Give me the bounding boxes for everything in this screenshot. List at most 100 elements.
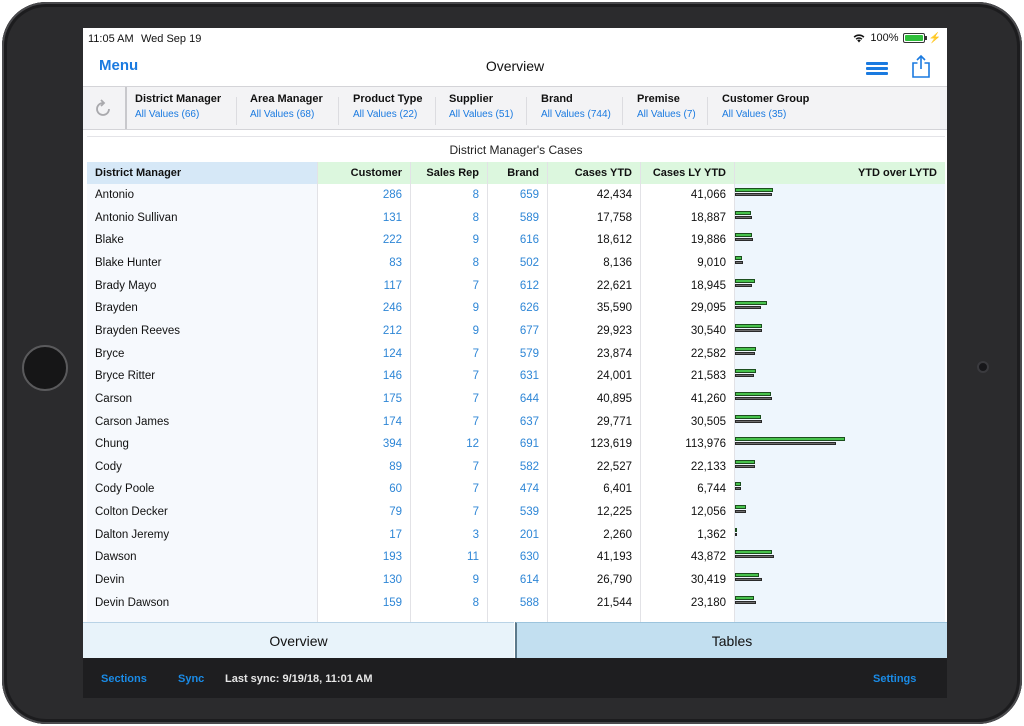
table-row[interactable]: Cody 89 7 582 22,527 22,133 [87,456,945,479]
table-row[interactable]: Devin 130 9 614 26,790 30,419 [87,569,945,592]
cell-customer[interactable]: 124 [382,347,402,360]
cell-customer[interactable]: 146 [382,370,402,383]
cell-brand[interactable]: 588 [519,596,539,609]
header-brand[interactable]: Brand [487,162,547,184]
cell-sales-rep[interactable]: 8 [472,189,479,201]
menu-button[interactable]: Menu [99,57,139,74]
cell-customer[interactable]: 17 [389,528,402,541]
cell-brand[interactable]: 612 [519,279,539,292]
cell-brand[interactable]: 474 [519,483,539,496]
hamburger-icon[interactable] [866,62,888,76]
table-row[interactable]: Carson 175 7 644 40,895 41,260 [87,388,945,411]
header-customer[interactable]: Customer [317,162,410,184]
cell-sales-rep[interactable]: 8 [472,256,479,269]
filter-customer-group[interactable]: Customer Group All Values (35) [722,93,809,120]
cell-brand[interactable]: 539 [519,506,539,519]
cell-sales-rep[interactable]: 7 [472,347,479,360]
table-row[interactable]: Devin Dawson 159 8 588 21,544 23,180 [87,592,945,615]
share-icon[interactable] [911,54,931,78]
cell-brand[interactable]: 502 [519,256,539,269]
sections-button[interactable]: Sections [101,673,147,685]
cell-customer[interactable]: 193 [382,551,402,564]
cell-brand[interactable]: 631 [519,370,539,383]
settings-button[interactable]: Settings [873,673,917,685]
cell-sales-rep[interactable]: 8 [472,596,479,609]
header-district-manager[interactable]: District Manager [87,162,317,184]
filter-supplier[interactable]: Supplier All Values (51) [449,93,513,120]
cell-customer[interactable]: 131 [382,211,402,224]
cell-brand[interactable]: 644 [519,392,539,405]
cell-brand[interactable]: 589 [519,211,539,224]
cell-customer[interactable]: 394 [382,438,402,451]
table-row[interactable]: Brayden 246 9 626 35,590 29,095 [87,297,945,320]
cell-sales-rep[interactable]: 9 [472,234,479,247]
cell-brand[interactable]: 614 [519,574,539,587]
cell-customer[interactable]: 286 [382,189,402,201]
header-cases-ly-ytd[interactable]: Cases LY YTD [640,162,734,184]
cell-brand[interactable]: 637 [519,415,539,428]
cell-customer[interactable]: 130 [382,574,402,587]
cell-sales-rep[interactable]: 12 [466,438,479,451]
cell-customer[interactable]: 175 [382,392,402,405]
filter-product-type[interactable]: Product Type All Values (22) [353,93,422,120]
cell-customer[interactable]: 222 [382,234,402,247]
table-row[interactable]: Blake 222 9 616 18,612 19,886 [87,229,945,252]
table-row[interactable]: Dawson 193 11 630 41,193 43,872 [87,546,945,569]
table-row[interactable]: Cody Poole 60 7 474 6,401 6,744 [87,478,945,501]
cell-brand[interactable]: 630 [519,551,539,564]
cell-sales-rep[interactable]: 9 [472,324,479,337]
home-button[interactable] [22,345,68,391]
filter-brand[interactable]: Brand All Values (744) [541,93,611,120]
cell-customer[interactable]: 60 [389,483,402,496]
cell-brand[interactable]: 201 [519,528,539,541]
cell-customer[interactable]: 89 [389,460,402,473]
cell-sales-rep[interactable]: 11 [467,551,479,564]
table-row[interactable]: Brayden Reeves 212 9 677 29,923 30,540 [87,320,945,343]
cell-sales-rep[interactable]: 7 [472,370,479,383]
filter-area-manager[interactable]: Area Manager All Values (68) [250,93,323,120]
cell-sales-rep[interactable]: 7 [472,460,479,473]
cell-customer[interactable]: 159 [382,596,402,609]
tab-tables[interactable]: Tables [515,622,947,658]
filter-district-manager[interactable]: District Manager All Values (66) [135,93,221,120]
refresh-icon[interactable] [92,98,114,120]
cell-sales-rep[interactable]: 8 [472,211,479,224]
table-row[interactable]: Bryce 124 7 579 23,874 22,582 [87,343,945,366]
cell-customer[interactable]: 79 [389,506,402,519]
cell-customer[interactable]: 83 [389,256,402,269]
cell-brand[interactable]: 582 [519,460,539,473]
table-row[interactable]: Blake Hunter 83 8 502 8,136 9,010 [87,252,945,275]
sync-button[interactable]: Sync [178,673,205,685]
cell-sales-rep[interactable]: 3 [472,528,479,541]
cell-customer[interactable]: 246 [382,302,402,315]
cell-brand[interactable]: 579 [519,347,539,360]
header-sales-rep[interactable]: Sales Rep [410,162,487,184]
cell-sales-rep[interactable]: 9 [472,574,479,587]
cell-sales-rep[interactable]: 7 [472,279,479,292]
cell-brand[interactable]: 616 [519,234,539,247]
cell-brand[interactable]: 677 [519,324,539,337]
tab-overview[interactable]: Overview [83,622,514,658]
header-cases-ytd[interactable]: Cases YTD [547,162,640,184]
table-row[interactable]: Antonio Sullivan 131 8 589 17,758 18,887 [87,207,945,230]
cell-customer[interactable]: 117 [383,279,402,292]
table-row[interactable]: Carson James 174 7 637 29,771 30,505 [87,411,945,434]
cell-sales-rep[interactable]: 7 [472,415,479,428]
cell-sales-rep[interactable]: 9 [472,302,479,315]
filter-premise[interactable]: Premise All Values (7) [637,93,696,120]
cell-brand[interactable]: 691 [519,438,539,451]
table-row[interactable]: Chung 394 12 691 123,619 113,976 [87,433,945,456]
cell-sales-rep[interactable]: 7 [472,483,479,496]
cell-sales-rep[interactable]: 7 [472,392,479,405]
table-row[interactable]: Brady Mayo 117 7 612 22,621 18,945 [87,275,945,298]
table-row[interactable]: Bryce Ritter 146 7 631 24,001 21,583 [87,365,945,388]
table-row[interactable]: Colton Decker 79 7 539 12,225 12,056 [87,501,945,524]
cell-customer[interactable]: 174 [382,415,402,428]
header-ytd-over-lytd[interactable]: YTD over LYTD [734,162,945,184]
table-row[interactable]: Dalton Jeremy 17 3 201 2,260 1,362 [87,524,945,547]
cell-brand[interactable]: 659 [519,189,539,201]
table-row[interactable]: Antonio 286 8 659 42,434 41,066 [87,184,945,207]
cell-customer[interactable]: 212 [382,324,402,337]
cell-brand[interactable]: 626 [519,302,539,315]
cell-sales-rep[interactable]: 7 [472,506,479,519]
